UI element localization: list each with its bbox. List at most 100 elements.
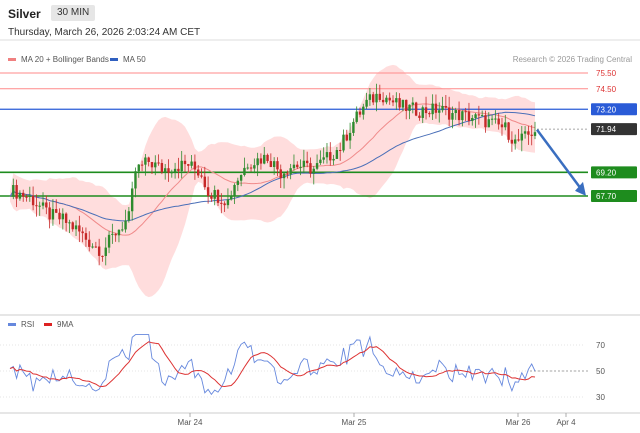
candle-body: [127, 211, 131, 221]
level-label-75-50: 75.50: [596, 69, 617, 78]
legend-label-rsi: RSI: [21, 320, 35, 329]
candle-body: [454, 110, 457, 114]
level-tag-69-20: [591, 166, 637, 179]
ma20-line: [9, 103, 536, 236]
candle-body: [236, 180, 240, 185]
candle-body: [342, 134, 345, 151]
legend-swatch-ma20: [8, 58, 16, 61]
candle-body: [78, 225, 81, 232]
candle-body: [124, 220, 127, 230]
candle-body: [513, 139, 517, 144]
candle-body: [31, 195, 35, 206]
candle-body: [381, 99, 385, 103]
candle-body: [332, 158, 335, 161]
candle-body: [309, 163, 312, 174]
rsi-tick-70: 70: [596, 341, 605, 350]
candle-body: [325, 152, 329, 158]
legend-ma50: MA 50: [110, 55, 146, 64]
level-label-67-70: 67.70: [596, 192, 617, 201]
candle-body: [259, 158, 263, 164]
candle-body: [74, 225, 78, 230]
candle-body: [121, 229, 124, 231]
candle-body: [18, 192, 22, 199]
candle-body: [461, 111, 464, 121]
candle-body: [487, 119, 490, 128]
candle-body: [329, 152, 332, 161]
candle-body: [173, 168, 177, 173]
candle-body: [147, 157, 150, 162]
candle-body: [395, 98, 398, 103]
candle-body: [111, 233, 114, 235]
candle-body: [104, 247, 107, 256]
candle-body: [210, 195, 213, 199]
candle-body: [322, 157, 325, 160]
candle-body: [490, 118, 494, 120]
candle-body: [25, 196, 28, 198]
candle-body: [51, 209, 55, 220]
candle-body: [157, 162, 160, 164]
candle-body: [91, 246, 94, 248]
candle-body: [504, 122, 507, 128]
candle-body: [464, 111, 467, 113]
candle-body: [88, 239, 91, 247]
candle-body: [68, 222, 71, 224]
candle-body: [200, 175, 203, 177]
candle-body: [203, 176, 207, 188]
level-label-73-20: 73.20: [596, 105, 617, 114]
legend-rsi: RSI: [8, 320, 34, 329]
candle-body: [180, 160, 183, 172]
level-tag-67-70: [591, 190, 637, 202]
legend-swatch-ma50: [110, 58, 118, 61]
candle-body: [48, 207, 51, 220]
candle-body: [28, 195, 32, 197]
candle-body: [101, 255, 104, 257]
ma50-line: [9, 111, 536, 222]
candle-body: [444, 105, 448, 108]
candle-body: [372, 94, 375, 103]
candle-body: [226, 199, 230, 206]
candle-body: [471, 117, 474, 121]
candle-body: [530, 134, 533, 136]
candle-body: [263, 154, 266, 164]
rsi-line: [9, 334, 536, 396]
candle-body: [243, 167, 246, 176]
legend-swatch-rsi: [8, 323, 16, 326]
candle-body: [411, 102, 415, 105]
candle-body: [348, 132, 352, 141]
candle-body: [438, 110, 441, 113]
rsi-9ma-line: [9, 341, 536, 388]
candle-body: [451, 113, 454, 120]
candle-body: [368, 94, 372, 100]
candle-body: [64, 213, 68, 223]
candle-body: [193, 161, 197, 170]
candle-body: [253, 165, 256, 169]
legend-ma20: MA 20 + Bollinger Bands: [8, 55, 109, 64]
candle-body: [239, 175, 243, 181]
rsi-tick-30: 30: [596, 393, 605, 402]
rsi-tick-50: 50: [596, 367, 605, 376]
candle-body: [38, 205, 41, 207]
candle-body: [140, 164, 144, 166]
candle-body: [282, 173, 286, 179]
candle-body: [197, 169, 200, 176]
candle-body: [183, 160, 187, 165]
candle-body: [163, 168, 167, 173]
credit-text: Research © 2026 Trading Central: [512, 55, 632, 64]
candle-body: [230, 195, 233, 200]
candle-body: [223, 203, 226, 206]
x-tick-label: Mar 26: [506, 418, 531, 427]
candle-body: [362, 106, 365, 115]
candle-body: [154, 162, 157, 168]
candle-body: [94, 246, 98, 248]
candle-body: [338, 150, 342, 152]
timeframe-badge[interactable]: 30 MIN: [51, 5, 96, 21]
legend-label-ma20: MA 20 + Bollinger Bands: [21, 55, 109, 64]
candle-body: [408, 104, 411, 111]
candle-body: [58, 212, 61, 220]
candle-body: [12, 185, 15, 197]
candle-body: [144, 157, 147, 165]
candle-body: [345, 134, 348, 141]
candle-body: [190, 161, 193, 166]
candle-body: [167, 168, 170, 173]
